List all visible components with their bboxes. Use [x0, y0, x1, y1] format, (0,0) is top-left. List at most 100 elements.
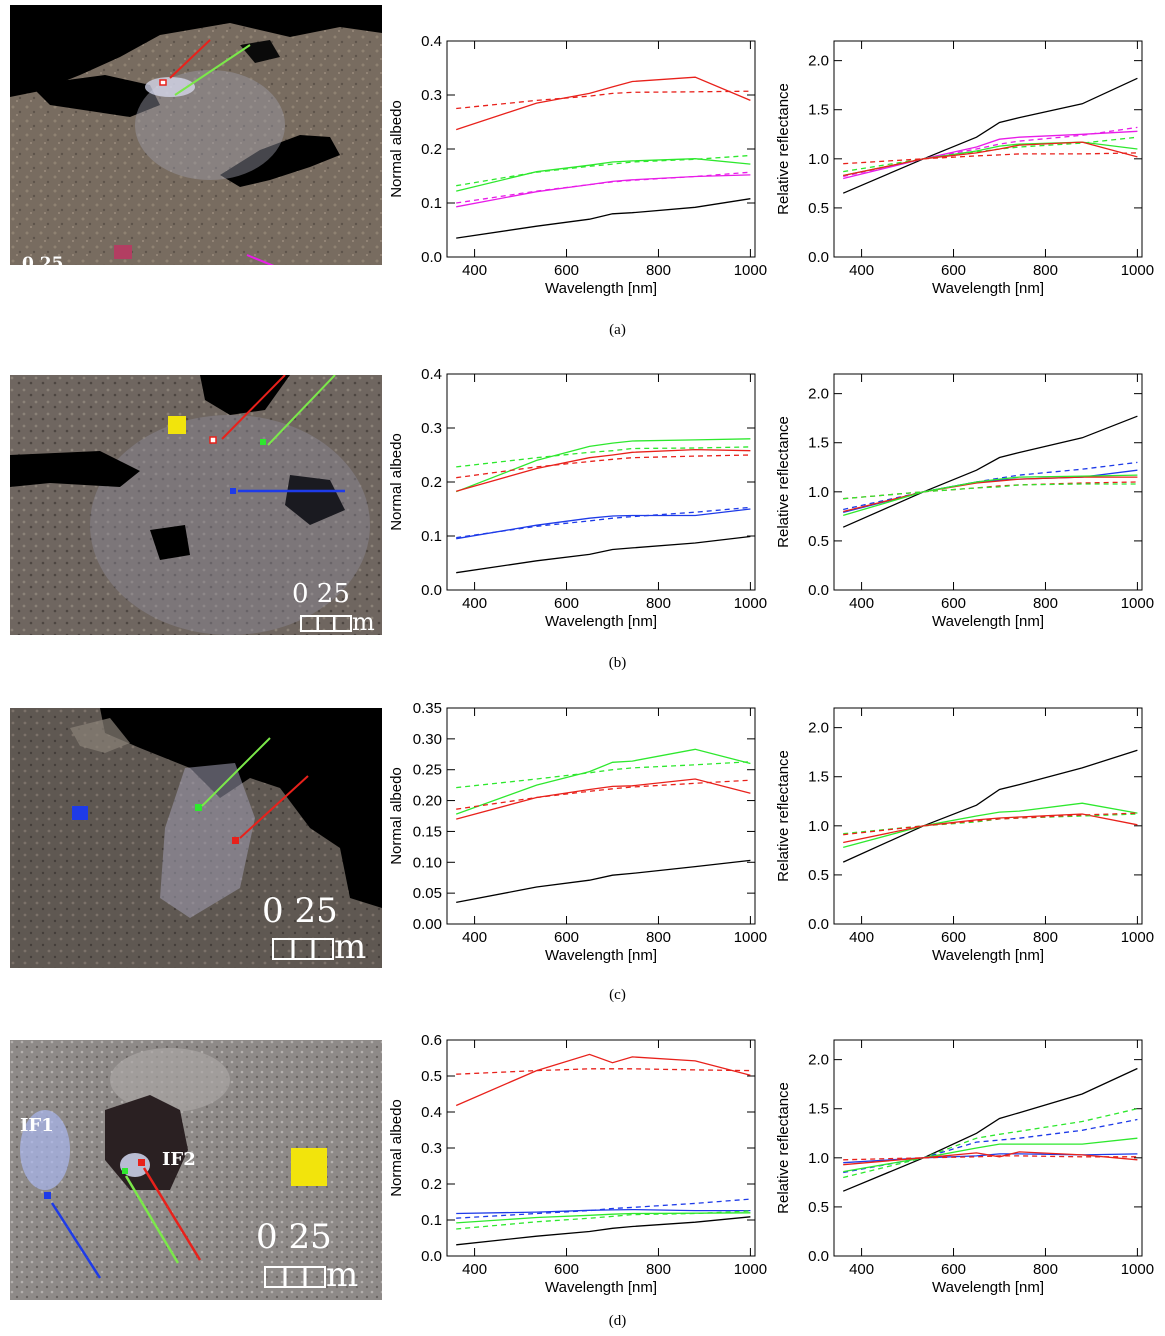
y-tick-label: 0.0 [808, 249, 829, 266]
x-tick-label: 800 [1033, 262, 1058, 279]
series-line-solid [456, 1208, 751, 1215]
y-tick-label: 2.0 [808, 720, 829, 737]
scale-bar-icon [272, 938, 334, 960]
x-axis-label: Wavelength [nm] [545, 613, 657, 630]
chart-c-reflectance: 400 600 800 1000 0.0 0.5 1.0 1.5 2.0 Wavelength [… [772, 702, 1157, 976]
y-tick-label: 0.4 [421, 1104, 442, 1121]
series-line-solid [843, 1151, 1138, 1166]
x-tick-label: 600 [941, 929, 966, 946]
x-tick-label: 600 [554, 1261, 579, 1278]
scale-bar-icon [300, 615, 352, 632]
label-if2: IF2 [162, 1149, 196, 1170]
y-axis-label: Normal albedo [388, 100, 405, 198]
plot-frame [446, 707, 756, 925]
scale-bar-icon [264, 1266, 326, 1288]
y-tick-label: 0.4 [421, 35, 442, 50]
series-line-solid [842, 415, 1138, 528]
x-tick-label: 800 [646, 595, 671, 612]
x-axis-label: Wavelength [nm] [932, 280, 1044, 297]
x-tick-label: 800 [1033, 1261, 1058, 1278]
x-tick-label: 800 [646, 1261, 671, 1278]
series-line-solid [456, 448, 751, 492]
y-tick-label: 0.1 [421, 528, 442, 545]
series-line-solid [456, 1216, 751, 1246]
y-axis-label: Relative reflectance [775, 416, 792, 548]
series-line-solid [843, 476, 1138, 513]
y-tick-label: 0.05 [413, 885, 442, 902]
y-tick-label: 0.00 [413, 916, 442, 933]
chart-svg: 400 600 800 1000 0.0 0.5 1.0 1.5 2.0 Wavelength [… [775, 707, 1154, 964]
series-line-solid [843, 813, 1138, 844]
y-tick-label: 0.2 [421, 1176, 442, 1193]
x-axis-label: Wavelength [nm] [932, 1279, 1044, 1296]
plot-frame [833, 707, 1143, 925]
scale-numbers-a: 0 25 [22, 254, 64, 266]
y-tick-label: 0.0 [808, 916, 829, 933]
scale-numbers-b: 0 25 [292, 579, 350, 609]
y-tick-label: 0.5 [808, 533, 829, 550]
x-tick-label: 600 [941, 262, 966, 279]
series-line-solid [456, 778, 751, 820]
series-line-dashed [456, 779, 751, 810]
y-tick-label: 1.5 [808, 102, 829, 119]
series-line-solid [456, 198, 751, 239]
x-tick-label: 1000 [1121, 1261, 1154, 1278]
image-panel-d: IF1 IF2 0 25 m [10, 1040, 382, 1300]
series-line-solid [456, 535, 751, 574]
y-tick-label: 0.25 [413, 762, 442, 779]
series-line-solid [455, 748, 751, 815]
plot-frame [833, 1039, 1143, 1257]
series-line-solid [842, 749, 1138, 863]
y-tick-label: 0.3 [421, 1140, 442, 1157]
x-tick-label: 600 [554, 262, 579, 279]
chart-a-reflectance: 400 600 800 1000 0.0 0.5 1.0 1.5 2.0 Wavelength [… [772, 35, 1157, 309]
y-tick-label: 1.0 [808, 1150, 829, 1167]
series-line-solid [842, 1067, 1138, 1192]
x-tick-label: 400 [462, 595, 487, 612]
y-tick-label: 2.0 [808, 53, 829, 70]
y-tick-label: 0.0 [421, 582, 442, 599]
caption-a: (a) [609, 322, 626, 338]
x-axis-label: Wavelength [nm] [932, 613, 1044, 630]
y-tick-label: 2.0 [808, 1052, 829, 1069]
series-line-solid [843, 474, 1138, 517]
y-axis-label: Normal albedo [388, 433, 405, 531]
y-tick-label: 0.6 [421, 1034, 442, 1049]
series-line-dashed [456, 761, 751, 789]
x-tick-label: 800 [646, 929, 671, 946]
y-tick-label: 0.3 [421, 87, 442, 104]
x-tick-label: 400 [849, 929, 874, 946]
series-line-dashed [456, 90, 751, 110]
y-tick-label: 1.0 [808, 818, 829, 835]
y-tick-label: 0.0 [808, 582, 829, 599]
y-axis-label: Relative reflectance [775, 750, 792, 882]
y-tick-label: 0.5 [421, 1068, 442, 1085]
x-axis-label: Wavelength [nm] [545, 280, 657, 297]
chart-a-albedo: 400 600 800 1000 0.0 0.1 0.2 0.3 0.4 Wavelength [… [385, 33, 770, 309]
series-line-dashed [456, 1068, 751, 1075]
marker-square [114, 245, 132, 259]
y-axis-label: Relative reflectance [775, 83, 792, 215]
x-tick-label: 400 [849, 595, 874, 612]
x-tick-label: 600 [554, 595, 579, 612]
series-line-solid [455, 1053, 751, 1107]
y-tick-label: 0.0 [421, 249, 442, 266]
series-line-dashed [843, 1155, 1138, 1161]
caption-c: (c) [609, 987, 626, 1003]
y-tick-label: 0.0 [421, 1248, 442, 1265]
caption-b: (b) [608, 655, 627, 671]
x-tick-label: 400 [462, 1261, 487, 1278]
chart-svg: 400 600 800 1000 0.0 0.5 1.0 1.5 2.0 Wavelength [… [775, 1039, 1154, 1296]
x-tick-label: 1000 [1121, 929, 1154, 946]
y-tick-label: 0.10 [413, 854, 442, 871]
image-panel-a: 0 25 [10, 5, 382, 265]
x-axis-label: Wavelength [nm] [545, 1279, 657, 1296]
series-line-dashed [456, 1210, 751, 1230]
chart-svg: 400 600 800 1000 0.0 0.1 0.2 0.3 0.4 Wavelength [… [388, 366, 767, 630]
y-axis-label: Relative reflectance [775, 1082, 792, 1214]
y-tick-label: 0.1 [421, 1212, 442, 1229]
series-line-solid [842, 77, 1138, 194]
scale-numbers-d: 0 25 [256, 1217, 332, 1257]
x-tick-label: 400 [462, 262, 487, 279]
chart-d-reflectance: 400 600 800 1000 0.0 0.5 1.0 1.5 2.0 Wavelength [… [772, 1034, 1157, 1308]
